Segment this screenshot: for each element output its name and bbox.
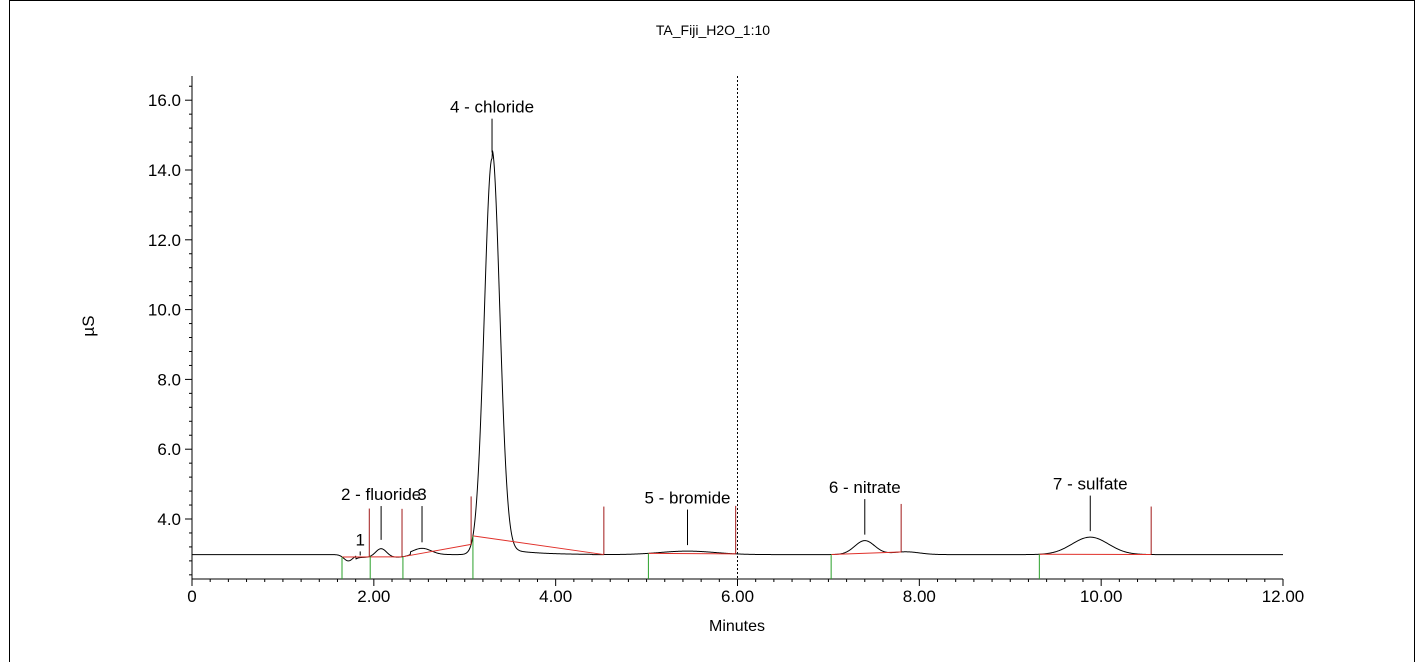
chart-title: TA_Fiji_H2O_1:10	[656, 22, 770, 38]
peak-label: 5 - bromide	[645, 489, 731, 508]
y-tick-label: 4.0	[157, 510, 181, 529]
x-tick-label: 12.00	[1262, 587, 1305, 606]
integration-baseline	[648, 553, 735, 554]
x-tick-label: 8.00	[903, 587, 936, 606]
x-tick-label: 0	[187, 587, 196, 606]
y-tick-label: 10.0	[148, 301, 181, 320]
y-tick-label: 14.0	[148, 161, 181, 180]
y-axis-label: µS	[79, 315, 98, 336]
peak-label: 6 - nitrate	[829, 478, 901, 497]
y-tick-label: 6.0	[157, 440, 181, 459]
peak-label: 1	[355, 530, 364, 549]
peak-label: 7 - sulfate	[1053, 475, 1128, 494]
y-tick-label: 16.0	[148, 91, 181, 110]
x-tick-label: 2.00	[357, 587, 390, 606]
peak-label: 3	[417, 485, 426, 504]
peak-label: 2 - fluoride	[341, 485, 421, 504]
x-tick-label: 10.00	[1080, 587, 1123, 606]
chromatogram-chart: TA_Fiji_H2O_1:104.06.08.010.012.014.016.…	[10, 1, 1416, 663]
x-tick-label: 4.00	[539, 587, 572, 606]
y-tick-label: 8.0	[157, 370, 181, 389]
y-tick-label: 12.0	[148, 231, 181, 250]
integration-baseline	[473, 536, 604, 555]
peak-label: 4 - chloride	[450, 98, 534, 117]
x-axis-label: Minutes	[709, 618, 765, 635]
x-tick-label: 6.00	[721, 587, 754, 606]
